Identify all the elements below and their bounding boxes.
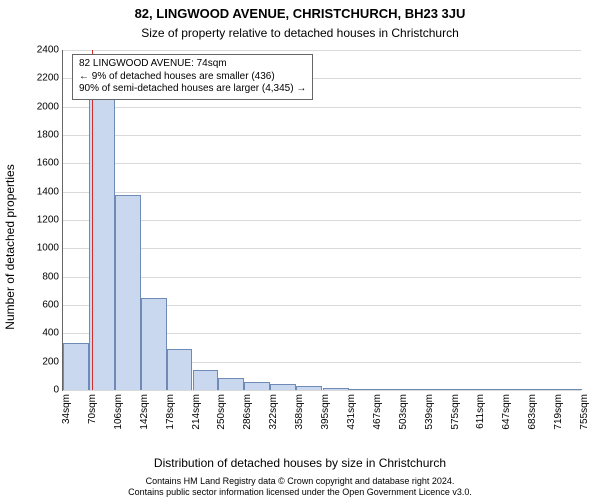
y-tick-label: 1000 — [37, 243, 63, 254]
gridline — [63, 163, 581, 164]
x-tick-label: 575sqm — [450, 394, 461, 430]
footer-attribution: Contains HM Land Registry data © Crown c… — [0, 476, 600, 498]
chart-subtitle: Size of property relative to detached ho… — [0, 26, 600, 40]
x-tick-label: 647sqm — [501, 394, 512, 430]
x-axis-label: Distribution of detached houses by size … — [0, 456, 600, 470]
y-axis-label-wrap: Number of detached properties — [0, 0, 20, 500]
histogram-bar — [218, 378, 244, 390]
histogram-bar — [323, 388, 349, 390]
x-tick-label: 503sqm — [398, 394, 409, 430]
histogram-bar — [270, 384, 296, 390]
gridline — [63, 248, 581, 249]
gridline — [63, 135, 581, 136]
x-tick-label: 431sqm — [346, 394, 357, 430]
y-tick-label: 1400 — [37, 186, 63, 197]
x-tick-label: 683sqm — [527, 394, 538, 430]
gridline — [63, 50, 581, 51]
histogram-bar — [452, 389, 478, 390]
histogram-bar — [167, 349, 193, 390]
footer-line-2: Contains public sector information licen… — [0, 487, 600, 498]
gridline — [63, 220, 581, 221]
x-tick-label: 142sqm — [139, 394, 150, 430]
subject-marker-line — [92, 50, 93, 390]
x-tick-label: 250sqm — [216, 394, 227, 430]
gridline — [63, 107, 581, 108]
y-tick-label: 400 — [42, 328, 63, 339]
x-tick-label: 34sqm — [61, 394, 72, 424]
gridline — [63, 390, 581, 391]
x-tick-label: 467sqm — [372, 394, 383, 430]
x-tick-label: 358sqm — [294, 394, 305, 430]
x-tick-label: 395sqm — [320, 394, 331, 430]
x-tick-label: 106sqm — [113, 394, 124, 430]
histogram-bar — [426, 389, 452, 390]
y-tick-label: 800 — [42, 271, 63, 282]
y-tick-label: 2000 — [37, 101, 63, 112]
histogram-bar — [89, 64, 115, 390]
histogram-bar — [478, 389, 504, 390]
histogram-bar — [115, 195, 141, 391]
x-tick-label: 70sqm — [87, 394, 98, 424]
x-tick-label: 539sqm — [424, 394, 435, 430]
histogram-bar — [375, 389, 401, 390]
y-tick-label: 200 — [42, 356, 63, 367]
footer-line-1: Contains HM Land Registry data © Crown c… — [0, 476, 600, 487]
histogram-bar — [193, 370, 219, 390]
x-tick-label: 286sqm — [242, 394, 253, 430]
x-tick-label: 178sqm — [165, 394, 176, 430]
histogram-bar — [504, 389, 530, 390]
histogram-bar — [400, 389, 426, 390]
x-tick-label: 214sqm — [191, 394, 202, 430]
y-tick-label: 2400 — [37, 45, 63, 56]
histogram-bar — [296, 386, 322, 390]
histogram-bar — [556, 389, 582, 390]
histogram-bar — [349, 389, 375, 390]
histogram-bar — [63, 343, 89, 390]
x-tick-label: 755sqm — [579, 394, 590, 430]
y-tick-label: 1200 — [37, 215, 63, 226]
x-tick-label: 322sqm — [268, 394, 279, 430]
annotation-line: 82 LINGWOOD AVENUE: 74sqm — [79, 58, 306, 71]
y-tick-label: 2200 — [37, 73, 63, 84]
gridline — [63, 277, 581, 278]
y-axis-label: Number of detached properties — [3, 97, 17, 397]
chart-container: { "title": { "text": "82, LINGWOOD AVENU… — [0, 0, 600, 500]
annotation-box: 82 LINGWOOD AVENUE: 74sqm← 9% of detache… — [72, 54, 313, 100]
histogram-bar — [530, 389, 556, 390]
annotation-line: ← 9% of detached houses are smaller (436… — [79, 71, 306, 84]
y-tick-label: 1800 — [37, 130, 63, 141]
y-tick-label: 600 — [42, 300, 63, 311]
chart-title: 82, LINGWOOD AVENUE, CHRISTCHURCH, BH23 … — [0, 6, 600, 21]
histogram-bar — [141, 298, 167, 390]
x-tick-label: 611sqm — [475, 394, 486, 429]
annotation-line: 90% of semi-detached houses are larger (… — [79, 83, 306, 96]
plot-area: 0200400600800100012001400160018002000220… — [62, 50, 581, 391]
x-tick-label: 719sqm — [553, 394, 564, 430]
histogram-bar — [244, 382, 270, 390]
y-tick-label: 1600 — [37, 158, 63, 169]
gridline — [63, 192, 581, 193]
